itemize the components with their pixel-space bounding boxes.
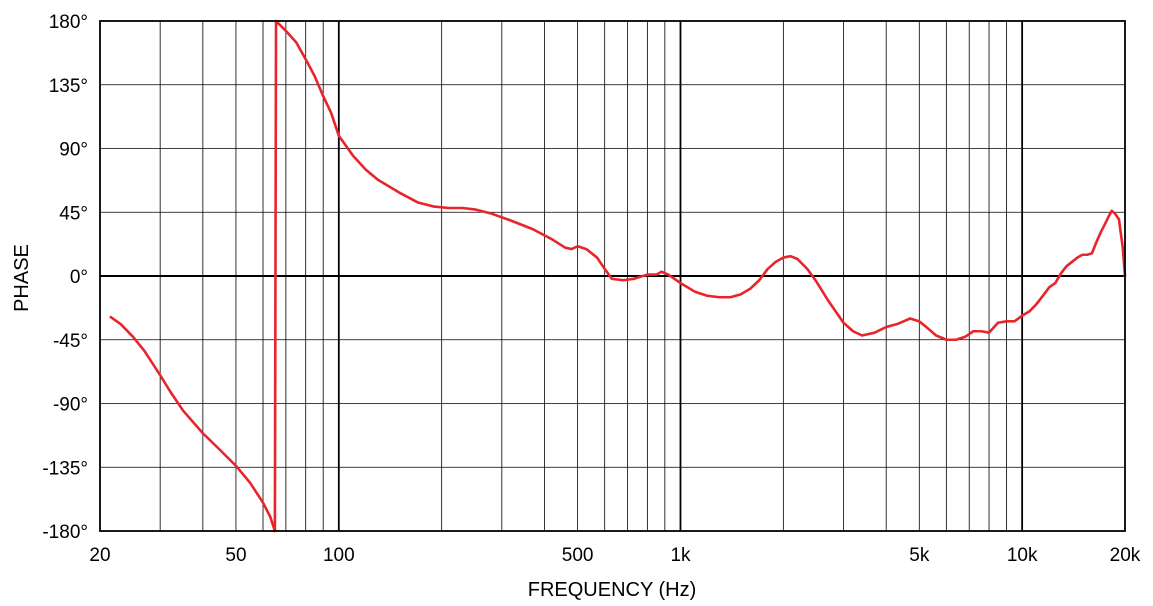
y-tick-label: -45° — [53, 331, 88, 352]
y-tick-label: 180° — [49, 12, 88, 33]
y-tick-label: -180° — [42, 522, 88, 543]
x-tick-label: 20 — [89, 545, 110, 566]
y-tick-label: 45° — [59, 203, 88, 224]
phase-curve — [109, 19, 1127, 533]
y-tick-label: 0° — [70, 267, 88, 288]
y-tick-labels: 180° 135° 90° 45° 0° -45° -90° -135° -180° — [42, 12, 88, 543]
x-tick-label: 100 — [323, 545, 355, 566]
y-tick-label: 135° — [49, 76, 88, 97]
y-tick-label: 90° — [59, 140, 88, 161]
y-axis-title: PHASE — [11, 244, 33, 312]
x-tick-label: 50 — [225, 545, 246, 566]
x-tick-label: 1k — [670, 545, 691, 566]
plot-frame — [99, 20, 1126, 532]
x-tick-labels: 20 50 100 500 1k 5k 10k 20k — [89, 545, 1140, 566]
series-layer — [109, 19, 1127, 533]
x-axis-title: FREQUENCY (Hz) — [528, 579, 697, 601]
x-tick-label: 5k — [909, 545, 930, 566]
y-tick-label: -90° — [53, 395, 88, 416]
y-tick-label: -135° — [42, 458, 88, 479]
x-tick-label: 500 — [562, 545, 594, 566]
x-tick-label: 10k — [1007, 545, 1038, 566]
x-tick-label: 20k — [1110, 545, 1141, 566]
